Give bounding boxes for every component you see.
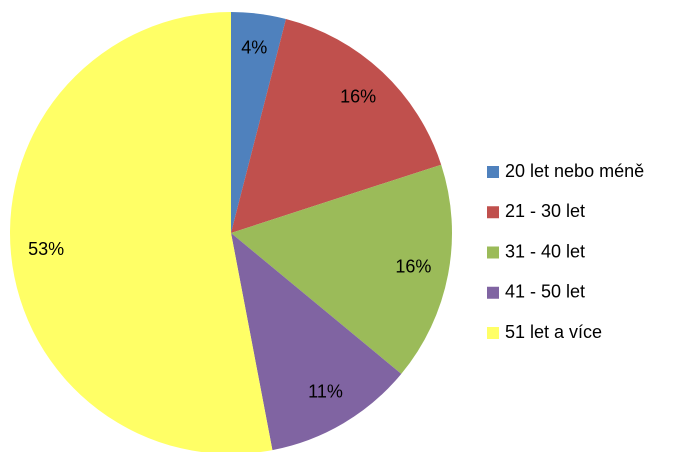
- pie-slice: [10, 12, 273, 452]
- pie-slice: [231, 18, 442, 234]
- pie-slice: [231, 12, 286, 233]
- data-label: 16%: [340, 86, 376, 106]
- data-label: 4%: [241, 38, 267, 58]
- legend-swatch: [487, 246, 499, 259]
- legend-label: 51 let a více: [505, 322, 602, 342]
- data-label: 53%: [28, 239, 64, 259]
- pie-slice: [231, 233, 402, 451]
- data-label: 16%: [395, 257, 431, 277]
- legend-swatch: [487, 286, 499, 299]
- legend-label: 20 let nebo méně: [505, 161, 644, 181]
- legend-swatch: [487, 166, 499, 178]
- legend-swatch: [487, 327, 499, 339]
- data-label: 11%: [308, 382, 343, 402]
- pie-slice: [231, 164, 452, 374]
- legend-label: 41 - 50 let: [505, 282, 585, 302]
- legend-label: 31 - 40 let: [505, 241, 585, 261]
- legend-swatch: [487, 206, 499, 219]
- legend-label: 21 - 30 let: [505, 201, 585, 221]
